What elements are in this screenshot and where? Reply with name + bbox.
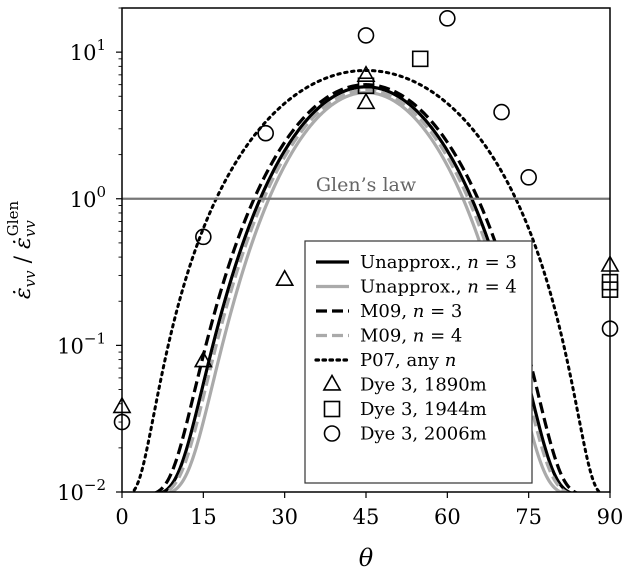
legend-label-0: Unapprox., n = 3: [360, 252, 517, 273]
legend-label-6: Dye 3, 1944m: [360, 399, 487, 420]
legend-marker-7: [323, 425, 341, 442]
legend-marker-5: [322, 373, 342, 391]
reference-line-group: Glen’s law: [122, 174, 610, 200]
y-tick-label-1: 10−1: [57, 329, 106, 358]
obs-point-1-1: [411, 50, 429, 68]
y-label-denominator-sup: Glen: [4, 201, 22, 237]
obs-point-0-3: [356, 65, 376, 82]
axis-ticks: 0 15 30 45 60 75 90 10−2 10−1 100 101: [57, 7, 624, 529]
obs-point-2-1: [195, 228, 212, 246]
glens-law-label: Glen’s law: [316, 174, 417, 196]
y-label-numerator-sub: vv: [21, 270, 39, 287]
x-tick-label-6: 90: [597, 505, 624, 529]
obs-point-2-5: [493, 103, 510, 121]
x-tick-label-0: 0: [115, 505, 128, 529]
svg-text:ε̇vv / ε̇vvGlen: ε̇vv / ε̇vvGlen: [4, 201, 39, 300]
legend-label-3: M09, n = 4: [360, 326, 462, 347]
x-tick-label-1: 15: [190, 505, 217, 529]
obs-point-0-4: [356, 92, 376, 110]
legend: Unapprox., n = 3 Unapprox., n = 4 M09, n =…: [304, 240, 533, 484]
y-axis-label: ε̇vv / ε̇vvGlen: [4, 201, 39, 300]
series-line-4: [130, 68, 602, 492]
x-tick-label-5: 75: [515, 505, 542, 529]
y-tick-label-3: 101: [70, 36, 106, 65]
series-line-3: [161, 88, 571, 492]
y-label-denominator: ε̇: [11, 237, 36, 249]
x-tick-label-3: 45: [353, 505, 380, 529]
obs-point-2-2: [257, 124, 274, 142]
legend-label-5: Dye 3, 1890m: [360, 375, 487, 396]
series-line-2: [153, 83, 579, 492]
y-label-numerator: ε̇: [11, 287, 36, 299]
y-label-denominator-sub: vv: [21, 220, 39, 237]
x-tick-label-2: 30: [271, 505, 298, 529]
legend-label-7: Dye 3, 2006m: [360, 424, 487, 445]
y-tick-label-2: 100: [70, 183, 106, 212]
obs-point-0-1: [193, 350, 213, 368]
obs-point-2-3: [357, 27, 375, 44]
x-axis-label: θ: [359, 544, 374, 572]
y-tick-label-0: 10−2: [57, 476, 106, 505]
obs-point-2-4: [439, 10, 456, 27]
legend-marker-6: [323, 400, 341, 418]
obs-point-0-2: [275, 269, 295, 287]
obs-point-1-0: [357, 77, 375, 95]
legend-box: [304, 240, 533, 484]
x-tick-label-4: 60: [434, 505, 461, 529]
legend-label-2: M09, n = 3: [360, 301, 462, 322]
legend-label-4: P07, any n: [360, 350, 456, 371]
obs-point-2-6: [520, 169, 537, 186]
legend-label-1: Unapprox., n = 4: [360, 277, 517, 298]
